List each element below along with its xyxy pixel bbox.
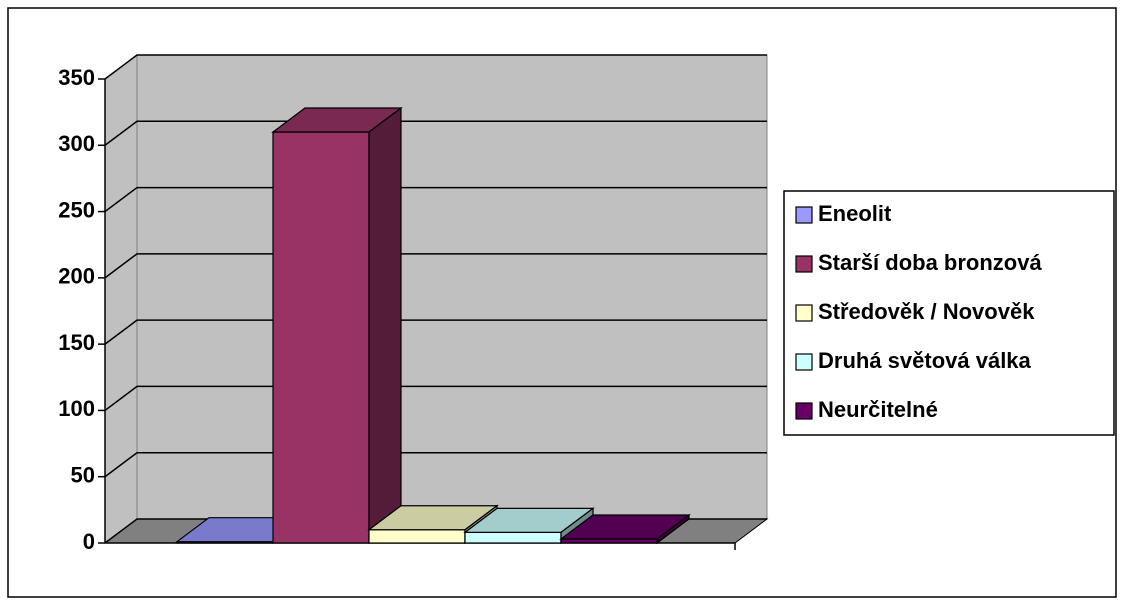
y-tick-label: 0 bbox=[83, 529, 95, 554]
y-tick-label: 50 bbox=[71, 463, 95, 488]
grid-line bbox=[104, 385, 767, 412]
grid-line bbox=[104, 451, 767, 478]
legend-label: Neurčitelné bbox=[818, 397, 938, 422]
grid-line bbox=[104, 253, 767, 279]
bar-side bbox=[368, 106, 402, 545]
legend-swatch bbox=[795, 255, 813, 273]
back-wall bbox=[136, 54, 768, 520]
legend-box bbox=[783, 190, 1115, 436]
legend-label: Druhá světová válka bbox=[818, 348, 1032, 373]
legend-swatch bbox=[795, 304, 813, 322]
legend-label: Eneolit bbox=[818, 201, 892, 226]
side-wall bbox=[104, 54, 138, 544]
bar-front bbox=[368, 529, 466, 544]
y-tick-label: 200 bbox=[58, 264, 95, 289]
y-tick-label: 100 bbox=[58, 396, 95, 421]
grid-line bbox=[104, 120, 767, 146]
y-tick-label: 300 bbox=[58, 131, 95, 156]
legend-swatch bbox=[795, 353, 813, 371]
legend-label: Středověk / Novověk bbox=[818, 299, 1035, 324]
legend-swatch bbox=[795, 206, 813, 224]
y-tick-label: 250 bbox=[58, 197, 95, 222]
bar-side bbox=[656, 513, 690, 545]
bar-front bbox=[272, 131, 370, 544]
legend-label: Starší doba bronzová bbox=[818, 250, 1042, 275]
y-tick-label: 150 bbox=[58, 330, 95, 355]
bar-front bbox=[464, 531, 562, 544]
grid-line bbox=[104, 186, 767, 213]
grid-line bbox=[104, 54, 767, 80]
legend-swatch bbox=[795, 402, 813, 420]
y-tick-label: 350 bbox=[58, 65, 95, 90]
grid-line bbox=[104, 319, 767, 345]
